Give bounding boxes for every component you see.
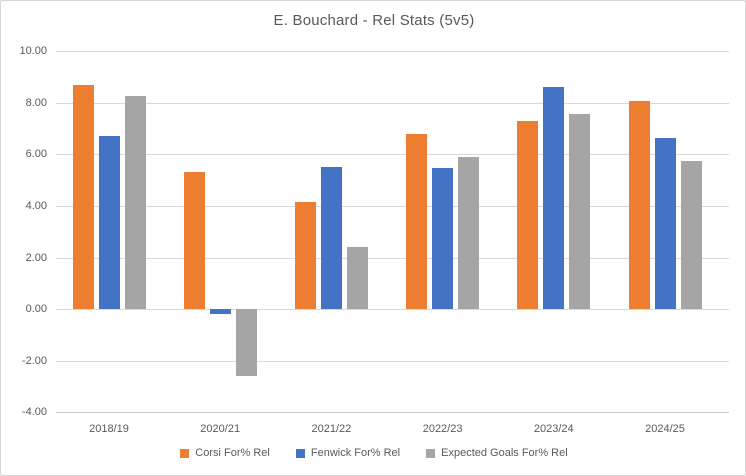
bar-fenwick-for-rel-2021-22: [320, 167, 342, 309]
x-axis-category-label: 2020/21: [200, 423, 241, 435]
legend-label: Fenwick For% Rel: [310, 447, 401, 459]
y-axis-tick-label: 2.00: [25, 251, 47, 264]
x-axis-category-label: 2023/24: [533, 423, 574, 435]
bar-fenwick-for-rel-2022-23: [432, 168, 454, 309]
y-axis-tick-label: 10.00: [19, 45, 47, 57]
bar-corsi-for-rel-2021-22: [294, 202, 316, 310]
y-axis-tick-label: -2.00: [21, 354, 47, 367]
y-axis-tick-label: 8.00: [25, 96, 47, 109]
x-axis-line: [56, 412, 729, 414]
bar-expected-goals-for-rel-2024-25: [680, 160, 702, 310]
bar-fenwick-for-rel-2018-19: [98, 136, 120, 310]
legend-label: Corsi For% Rel: [195, 447, 270, 459]
gridline: [56, 102, 729, 104]
bar-corsi-for-rel-2023-24: [517, 120, 539, 310]
legend-swatch-icon: [426, 448, 436, 458]
x-axis-category-label: 2022/23: [422, 423, 463, 435]
y-axis-tick-label: 0.00: [25, 303, 47, 316]
bar-corsi-for-rel-2022-23: [406, 133, 428, 310]
gridline: [56, 205, 729, 207]
gridline: [56, 154, 729, 156]
bar-corsi-for-rel-2024-25: [628, 101, 650, 309]
legend-label: Expected Goals For% Rel: [441, 447, 568, 459]
bar-corsi-for-rel-2020-21: [183, 172, 205, 310]
bar-corsi-for-rel-2018-19: [72, 84, 94, 309]
legend-item: Corsi For% Rel: [180, 447, 270, 459]
legend-swatch-icon: [180, 448, 190, 458]
legend-item: Expected Goals For% Rel: [426, 447, 568, 459]
bar-expected-goals-for-rel-2020-21: [235, 309, 257, 377]
legend-item: Fenwick For% Rel: [295, 447, 401, 459]
x-axis-category-label: 2018/19: [89, 423, 129, 435]
bar-fenwick-for-rel-2023-24: [543, 87, 565, 309]
chart-title: E. Bouchard - Rel Stats (5v5): [273, 12, 475, 29]
legend-swatch-icon: [295, 448, 305, 458]
y-axis-tick-label: -4.00: [21, 406, 47, 419]
y-axis-tick-label: 6.00: [25, 148, 47, 161]
y-axis-tick-label: 4.00: [25, 199, 47, 212]
gridline: [56, 309, 729, 311]
bar-expected-goals-for-rel-2022-23: [458, 156, 480, 310]
bar-expected-goals-for-rel-2018-19: [124, 96, 146, 310]
gridline: [56, 257, 729, 259]
bar-expected-goals-for-rel-2021-22: [346, 247, 368, 309]
x-axis-category-label: 2024/25: [645, 423, 685, 435]
gridline: [56, 51, 729, 52]
x-axis-category-label: 2021/22: [311, 423, 352, 435]
bar-expected-goals-for-rel-2023-24: [569, 114, 591, 309]
legend: Corsi For% Rel Fenwick For% Rel Expected G…: [1, 447, 745, 459]
gridline: [56, 360, 729, 362]
bar-fenwick-for-rel-2020-21: [209, 309, 231, 315]
bar-fenwick-for-rel-2024-25: [654, 137, 676, 310]
